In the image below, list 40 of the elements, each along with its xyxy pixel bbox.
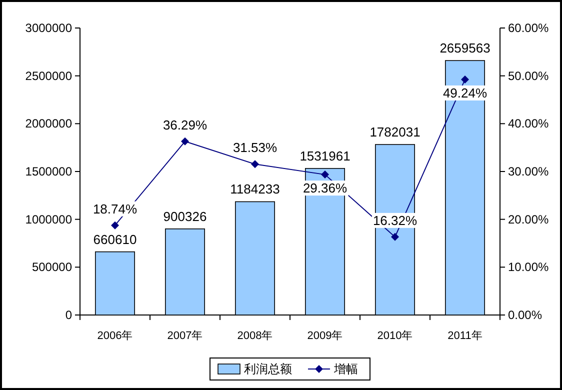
legend-label: 增幅 bbox=[333, 362, 358, 376]
data-label: 1531961 bbox=[300, 148, 350, 164]
data-label: 31.53% bbox=[232, 140, 278, 156]
point bbox=[391, 232, 399, 241]
point bbox=[181, 137, 189, 146]
data-label: 18.74% bbox=[92, 201, 138, 216]
y-tick-label: 3000000 bbox=[25, 21, 72, 35]
y2-tick-label: 40.00% bbox=[508, 116, 550, 131]
point bbox=[111, 221, 119, 230]
y2-tick-label: 10.00% bbox=[508, 260, 550, 274]
data-label: 1184233 bbox=[230, 182, 280, 197]
point bbox=[251, 160, 259, 168]
y-tick-label: 1000000 bbox=[25, 212, 72, 226]
x-tick-label: 2010年 bbox=[377, 330, 413, 342]
point bbox=[321, 170, 329, 179]
data-label: 900326 bbox=[163, 208, 207, 224]
y-tick-label: 2000000 bbox=[25, 116, 72, 131]
data-label: 16.32% bbox=[372, 212, 418, 228]
point bbox=[461, 75, 469, 84]
x-tick-label: 2008年 bbox=[237, 330, 273, 342]
y-tick-label: 500000 bbox=[32, 260, 72, 274]
data-label: 49.24% bbox=[442, 85, 488, 100]
x-tick-label: 2006年 bbox=[97, 330, 133, 342]
x-tick-label: 2007年 bbox=[167, 330, 203, 342]
y2-tick-label: 0.00% bbox=[508, 308, 542, 322]
y2-tick-label: 30.00% bbox=[508, 164, 550, 178]
y-tick-label: 2500000 bbox=[25, 68, 72, 83]
data-label: 660610 bbox=[93, 232, 137, 247]
y-tick-label: 0 bbox=[65, 308, 72, 322]
data-label: 1782031 bbox=[370, 124, 420, 140]
legend-label: 利润总额 bbox=[244, 362, 292, 376]
x-tick-label: 2011年 bbox=[448, 330, 482, 342]
y2-tick-label: 50.00% bbox=[508, 68, 550, 83]
data-label: 36.29% bbox=[162, 117, 208, 132]
y2-tick-label: 20.00% bbox=[508, 212, 550, 226]
data-label: 29.36% bbox=[302, 180, 348, 196]
y-tick-label: 1500000 bbox=[25, 164, 72, 178]
y2-tick-label: 60.00% bbox=[508, 21, 550, 35]
data-label: 2659563 bbox=[440, 40, 490, 56]
x-tick-label: 2009年 bbox=[307, 330, 343, 342]
